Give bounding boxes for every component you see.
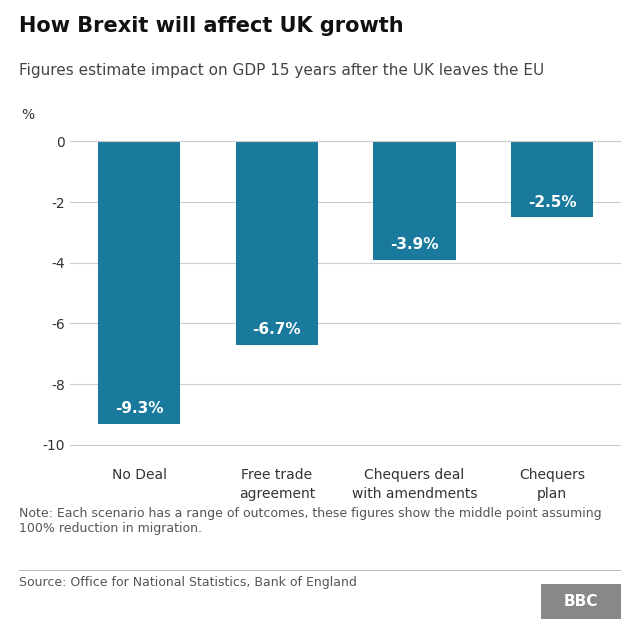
Text: -6.7%: -6.7% <box>253 322 301 337</box>
Text: -3.9%: -3.9% <box>390 237 438 252</box>
Bar <box>511 141 593 217</box>
Text: -9.3%: -9.3% <box>115 401 163 416</box>
Text: %: % <box>21 108 34 122</box>
Text: How Brexit will affect UK growth: How Brexit will affect UK growth <box>19 16 404 36</box>
Text: Note: Each scenario has a range of outcomes, these figures show the middle point: Note: Each scenario has a range of outco… <box>19 507 602 535</box>
Bar <box>98 141 180 423</box>
Text: Figures estimate impact on GDP 15 years after the UK leaves the EU: Figures estimate impact on GDP 15 years … <box>19 63 545 78</box>
Text: -2.5%: -2.5% <box>528 195 576 210</box>
Text: BBC: BBC <box>564 594 598 609</box>
Bar <box>236 141 318 345</box>
Text: Source: Office for National Statistics, Bank of England: Source: Office for National Statistics, … <box>19 576 357 590</box>
Bar <box>373 141 456 260</box>
